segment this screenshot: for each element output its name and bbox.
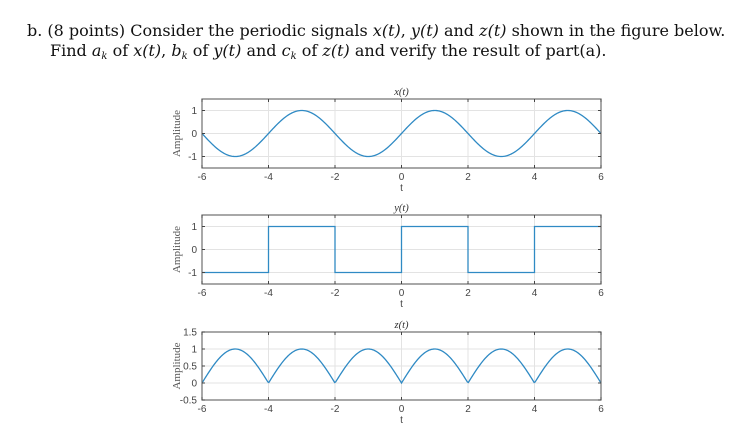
x-tick-label: 2	[465, 404, 471, 415]
signal-line	[201, 109, 602, 158]
x-tick-label: -4	[264, 288, 273, 299]
signal-y: y(t)	[213, 41, 242, 60]
question-label: b.	[27, 21, 43, 40]
y-tick-label: 1.5	[183, 328, 197, 339]
x-tick-label: -4	[264, 404, 273, 415]
y-tick-label: -1	[188, 268, 197, 279]
x-tick-label: 2	[465, 288, 471, 299]
x-axis-label: t	[400, 299, 403, 310]
subplot-yt: -6 -4 -2 0 2 4 6 -1 0 1 t Amplitude y(t)	[171, 203, 604, 310]
signal-z: z(t)	[322, 41, 350, 60]
subplot-title: y(t)	[393, 203, 409, 214]
y-tick-label: 1	[191, 106, 197, 117]
subscript-k: k	[290, 51, 297, 62]
x-axis-label: t	[400, 183, 403, 194]
y-tick-label: 1	[191, 222, 197, 233]
question-tail-2: and verify the result of part(a).	[354, 41, 607, 60]
and-word: and	[246, 41, 277, 60]
subplot-title: x(t)	[393, 87, 409, 98]
coef-a: a	[91, 41, 102, 60]
subplot-xt: -6 -4 -2 0 2 4 6 -1 0 1 t Amplitude x(t)	[171, 87, 604, 194]
subplot-title: z(t)	[394, 320, 410, 331]
signal-line	[202, 225, 601, 274]
signal-line	[201, 348, 602, 385]
coef-c: c	[281, 41, 291, 60]
x-tick-label: -6	[198, 404, 207, 415]
x-tick-label: 2	[465, 172, 471, 183]
x-tick-label: 4	[532, 172, 538, 183]
y-axis-label: Amplitude	[171, 342, 183, 389]
coef-b: b	[171, 41, 182, 60]
y-tick-label: 0	[191, 379, 197, 390]
signal-x: x(t)	[372, 21, 401, 40]
question-intro: Consider the periodic signals	[130, 21, 368, 40]
subplot-zt: -6 -4 -2 0 2 4 6 -0.5 0 0.5 1 1.5 t Amplitude z(t)	[171, 320, 604, 426]
signal-z: z(t)	[479, 21, 507, 40]
of-word: of	[301, 41, 318, 60]
subscript-k: k	[101, 51, 108, 62]
x-tick-label: -2	[331, 404, 340, 415]
y-tick-label: 0	[191, 245, 197, 256]
y-tick-label: 1	[191, 345, 197, 356]
find-word: Find	[50, 41, 87, 60]
y-axis-label: Amplitude	[171, 110, 183, 157]
y-tick-label: 0.5	[183, 362, 197, 373]
y-tick-label: -0.5	[180, 396, 198, 407]
x-tick-label: -2	[331, 288, 340, 299]
of-word: of	[192, 41, 209, 60]
y-axis-label: Amplitude	[171, 226, 183, 273]
question-line-2: Find ak of x(t), bk of y(t) and ck of z(…	[50, 41, 607, 62]
x-tick-label: 4	[532, 288, 538, 299]
x-tick-label: 6	[598, 404, 604, 415]
x-tick-label: 0	[399, 172, 405, 183]
signal-x: x(t)	[133, 41, 162, 60]
x-tick-label: 0	[399, 288, 405, 299]
signal-y: y(t)	[410, 21, 439, 40]
x-tick-label: 6	[598, 172, 604, 183]
of-word: of	[112, 41, 129, 60]
y-tick-label: 0	[191, 129, 197, 140]
x-tick-label: 0	[399, 404, 405, 415]
x-tick-label: 4	[532, 404, 538, 415]
question-tail: shown in the figure below.	[511, 21, 726, 40]
question-points: (8 points)	[47, 21, 126, 40]
x-tick-label: 6	[598, 288, 604, 299]
x-tick-label: -6	[198, 172, 207, 183]
question-text: b. (8 points) Consider the periodic sign…	[27, 21, 727, 67]
and-word: and	[443, 21, 475, 40]
question-line-1: b. (8 points) Consider the periodic sign…	[27, 21, 726, 40]
x-tick-label: -4	[264, 172, 273, 183]
y-tick-label: -1	[188, 152, 197, 163]
x-axis-label: t	[400, 415, 403, 426]
subscript-k: k	[181, 51, 188, 62]
x-tick-label: -6	[198, 288, 207, 299]
x-tick-label: -2	[331, 172, 340, 183]
